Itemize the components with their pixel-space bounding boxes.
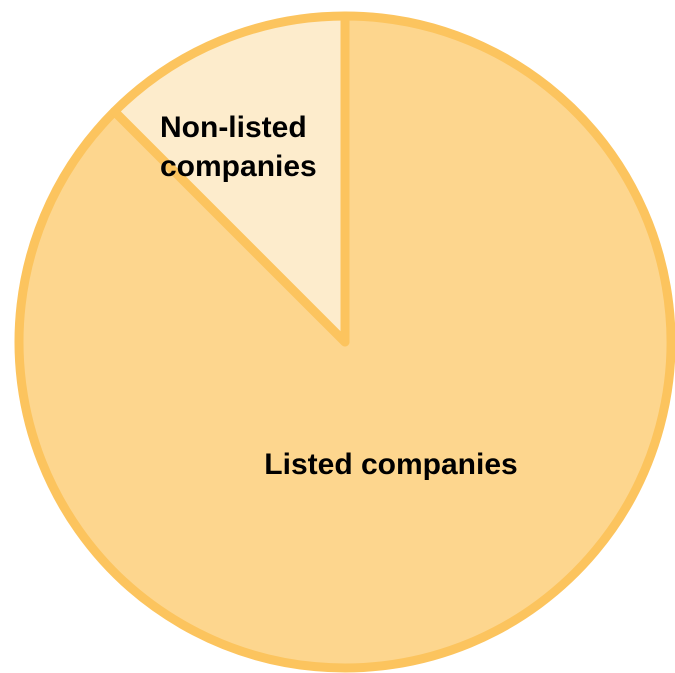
- slice-non-listed-companies: [109, 11, 350, 347]
- label-listed-companies: Listed companies: [264, 448, 517, 481]
- slice-listed-companies: [14, 11, 675, 673]
- label-non-listed-companies: Non-listed companies: [160, 111, 317, 183]
- label-non-listed-line-2: companies: [160, 150, 317, 183]
- label-non-listed-line-1: Non-listed: [160, 111, 307, 144]
